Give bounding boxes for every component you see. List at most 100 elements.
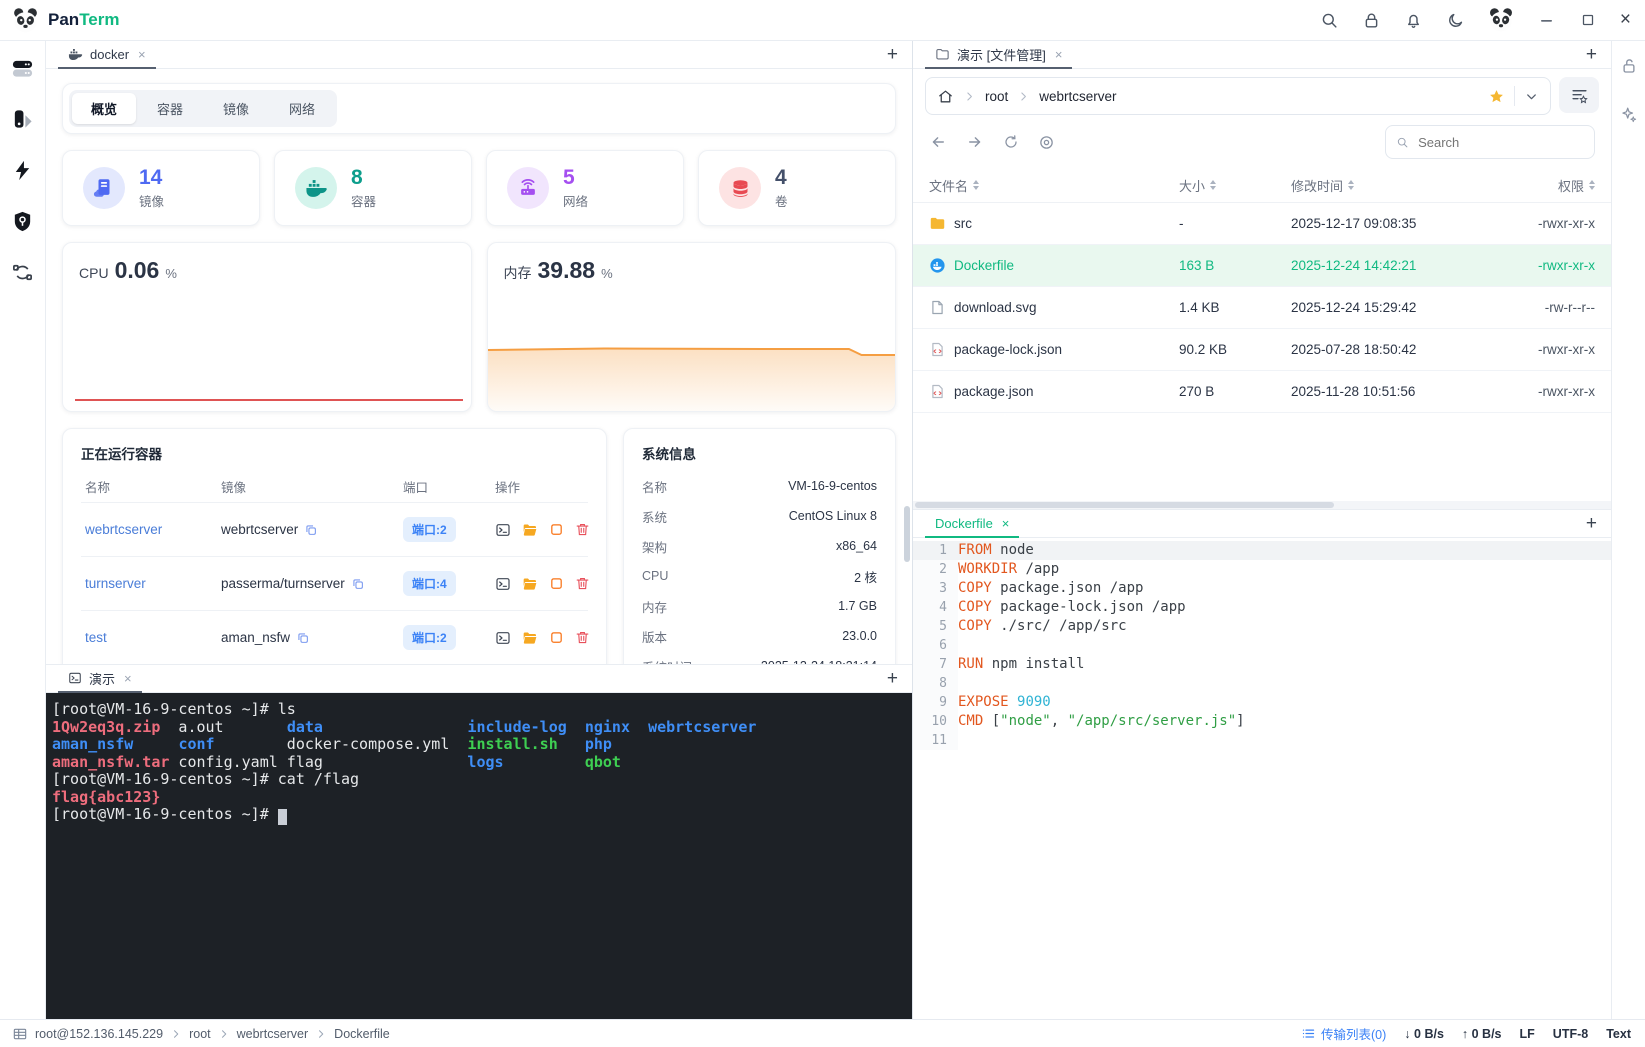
unlock-layout-button[interactable] <box>1620 57 1638 75</box>
delete-container-button[interactable] <box>575 576 590 591</box>
scrollbar-thumb[interactable] <box>915 502 1334 508</box>
open-folder-button[interactable] <box>522 576 538 592</box>
editor-lines[interactable]: 1FROM node2WORKDIR /app3COPY package.jso… <box>913 538 1611 1019</box>
file-row[interactable]: download.svg 1.4 KB 2025-12-24 15:29:42 … <box>913 287 1611 329</box>
stop-container-button[interactable] <box>549 522 564 537</box>
close-tab-icon[interactable]: × <box>1055 47 1063 62</box>
docker-tabbar: docker × + <box>46 41 912 69</box>
file-table-hscrollbar[interactable] <box>913 501 1611 509</box>
terminal-output[interactable]: [root@VM-16-9-centos ~]# ls1Qw2eq3q.zip … <box>46 693 912 1019</box>
forward-button[interactable] <box>966 133 984 151</box>
sidebar-item-theme[interactable] <box>11 108 34 131</box>
stop-container-button[interactable] <box>549 576 564 591</box>
editor-line[interactable]: 8 <box>913 674 1611 693</box>
new-tab-button[interactable]: + <box>883 45 902 64</box>
tab-dockerfile[interactable]: Dockerfile × <box>925 510 1019 538</box>
sidebar-item-sessions[interactable] <box>11 57 34 80</box>
notifications-button[interactable] <box>1404 11 1423 30</box>
copy-icon[interactable] <box>304 523 318 537</box>
open-folder-button[interactable] <box>522 630 538 646</box>
editor-line[interactable]: 2WORKDIR /app <box>913 560 1611 579</box>
container-name-link[interactable]: webrtcserver <box>85 522 221 537</box>
line-number: 11 <box>913 731 958 750</box>
stop-container-button[interactable] <box>549 630 564 645</box>
copy-icon[interactable] <box>351 577 365 591</box>
new-terminal-button[interactable]: + <box>883 669 902 688</box>
tab-overview[interactable]: 概览 <box>72 93 136 124</box>
editor-line[interactable]: 11 <box>913 731 1611 750</box>
col-perm[interactable]: 权限 <box>1475 176 1595 195</box>
refresh-button[interactable] <box>1003 134 1019 150</box>
tab-file-manager[interactable]: 演示 [文件管理] × <box>925 41 1072 69</box>
file-row[interactable]: src - 2025-12-17 09:08:35 -rwxr-xr-x <box>913 203 1611 245</box>
ai-assistant-button[interactable] <box>1619 105 1638 124</box>
sidebar-item-sync[interactable] <box>11 261 34 284</box>
file-search[interactable] <box>1385 125 1595 159</box>
new-file-tab-button[interactable]: + <box>1582 45 1601 64</box>
editor-line[interactable]: 1FROM node <box>913 541 1611 560</box>
show-hidden-button[interactable] <box>1038 134 1055 151</box>
editor-line[interactable]: 6 <box>913 636 1611 655</box>
exec-terminal-button[interactable] <box>495 522 511 538</box>
home-button[interactable] <box>937 88 954 105</box>
open-folder-button[interactable] <box>522 522 538 538</box>
favorites-list-button[interactable] <box>1559 77 1599 113</box>
close-window-button[interactable]: × <box>1620 9 1631 31</box>
close-tab-icon[interactable]: × <box>1002 516 1010 531</box>
status-path-dockerfile[interactable]: Dockerfile <box>334 1027 390 1041</box>
tab-docker[interactable]: docker × <box>58 41 156 69</box>
copy-icon[interactable] <box>296 631 310 645</box>
lock-screen-button[interactable] <box>1362 11 1381 30</box>
sidebar-item-quick-actions[interactable] <box>11 159 34 182</box>
file-table-header: 文件名 大小 修改时间 权限 <box>913 168 1611 203</box>
container-name-link[interactable]: turnserver <box>85 576 221 591</box>
status-path-webrtcserver[interactable]: webrtcserver <box>237 1027 309 1041</box>
editor-line[interactable]: 3COPY package.json /app <box>913 579 1611 598</box>
tab-networks[interactable]: 网络 <box>270 93 334 124</box>
file-row[interactable]: package.json 270 B 2025-11-28 10:51:56 -… <box>913 371 1611 413</box>
breadcrumb-root[interactable]: root <box>985 89 1008 104</box>
eol-indicator[interactable]: LF <box>1520 1027 1535 1041</box>
favorite-star-button[interactable] <box>1488 88 1505 105</box>
delete-container-button[interactable] <box>575 630 590 645</box>
new-editor-tab-button[interactable]: + <box>1582 514 1601 533</box>
editor-line[interactable]: 7RUN npm install <box>913 655 1611 674</box>
col-size[interactable]: 大小 <box>1179 176 1291 195</box>
maximize-icon <box>1579 11 1597 29</box>
theme-toggle-button[interactable] <box>1446 11 1465 30</box>
global-search-button[interactable] <box>1320 11 1339 30</box>
col-mtime[interactable]: 修改时间 <box>1291 176 1475 195</box>
close-tab-icon[interactable]: × <box>138 47 146 62</box>
editor-line[interactable]: 5COPY ./src/ /app/src <box>913 617 1611 636</box>
encoding-indicator[interactable]: UTF-8 <box>1553 1027 1588 1041</box>
sidebar-item-security[interactable] <box>11 210 34 233</box>
close-tab-icon[interactable]: × <box>124 671 132 686</box>
connection-host[interactable]: root@152.136.145.229 <box>35 1027 163 1041</box>
minimize-button[interactable] <box>1537 11 1556 30</box>
exec-terminal-button[interactable] <box>495 630 511 646</box>
path-bar[interactable]: root webrtcserver <box>925 77 1551 115</box>
transfer-list-button[interactable]: 传输列表(0) <box>1301 1024 1386 1043</box>
status-path-root[interactable]: root <box>189 1027 211 1041</box>
container-name-link[interactable]: test <box>85 630 221 645</box>
file-row[interactable]: package-lock.json 90.2 KB 2025-07-28 18:… <box>913 329 1611 371</box>
file-row[interactable]: Dockerfile 163 B 2025-12-24 14:42:21 -rw… <box>913 245 1611 287</box>
editor-line[interactable]: 4COPY package-lock.json /app <box>913 598 1611 617</box>
path-dropdown-button[interactable] <box>1524 89 1539 104</box>
maximize-button[interactable] <box>1579 11 1597 29</box>
delete-container-button[interactable] <box>575 522 590 537</box>
tab-terminal-demo[interactable]: 演示 × <box>58 665 142 693</box>
breadcrumb-webrtcserver[interactable]: webrtcserver <box>1039 89 1116 104</box>
exec-terminal-button[interactable] <box>495 576 511 592</box>
tab-images[interactable]: 镜像 <box>204 93 268 124</box>
user-avatar[interactable] <box>1488 7 1514 33</box>
cpu-unit: % <box>165 266 177 281</box>
back-button[interactable] <box>929 133 947 151</box>
editor-line[interactable]: 10CMD ["node", "/app/src/server.js"] <box>913 712 1611 731</box>
mode-indicator[interactable]: Text <box>1606 1027 1631 1041</box>
search-input[interactable] <box>1416 134 1584 151</box>
editor-line[interactable]: 9EXPOSE 9090 <box>913 693 1611 712</box>
col-filename[interactable]: 文件名 <box>929 176 1179 195</box>
tab-containers[interactable]: 容器 <box>138 93 202 124</box>
dashboard-scrollbar[interactable] <box>904 506 910 562</box>
